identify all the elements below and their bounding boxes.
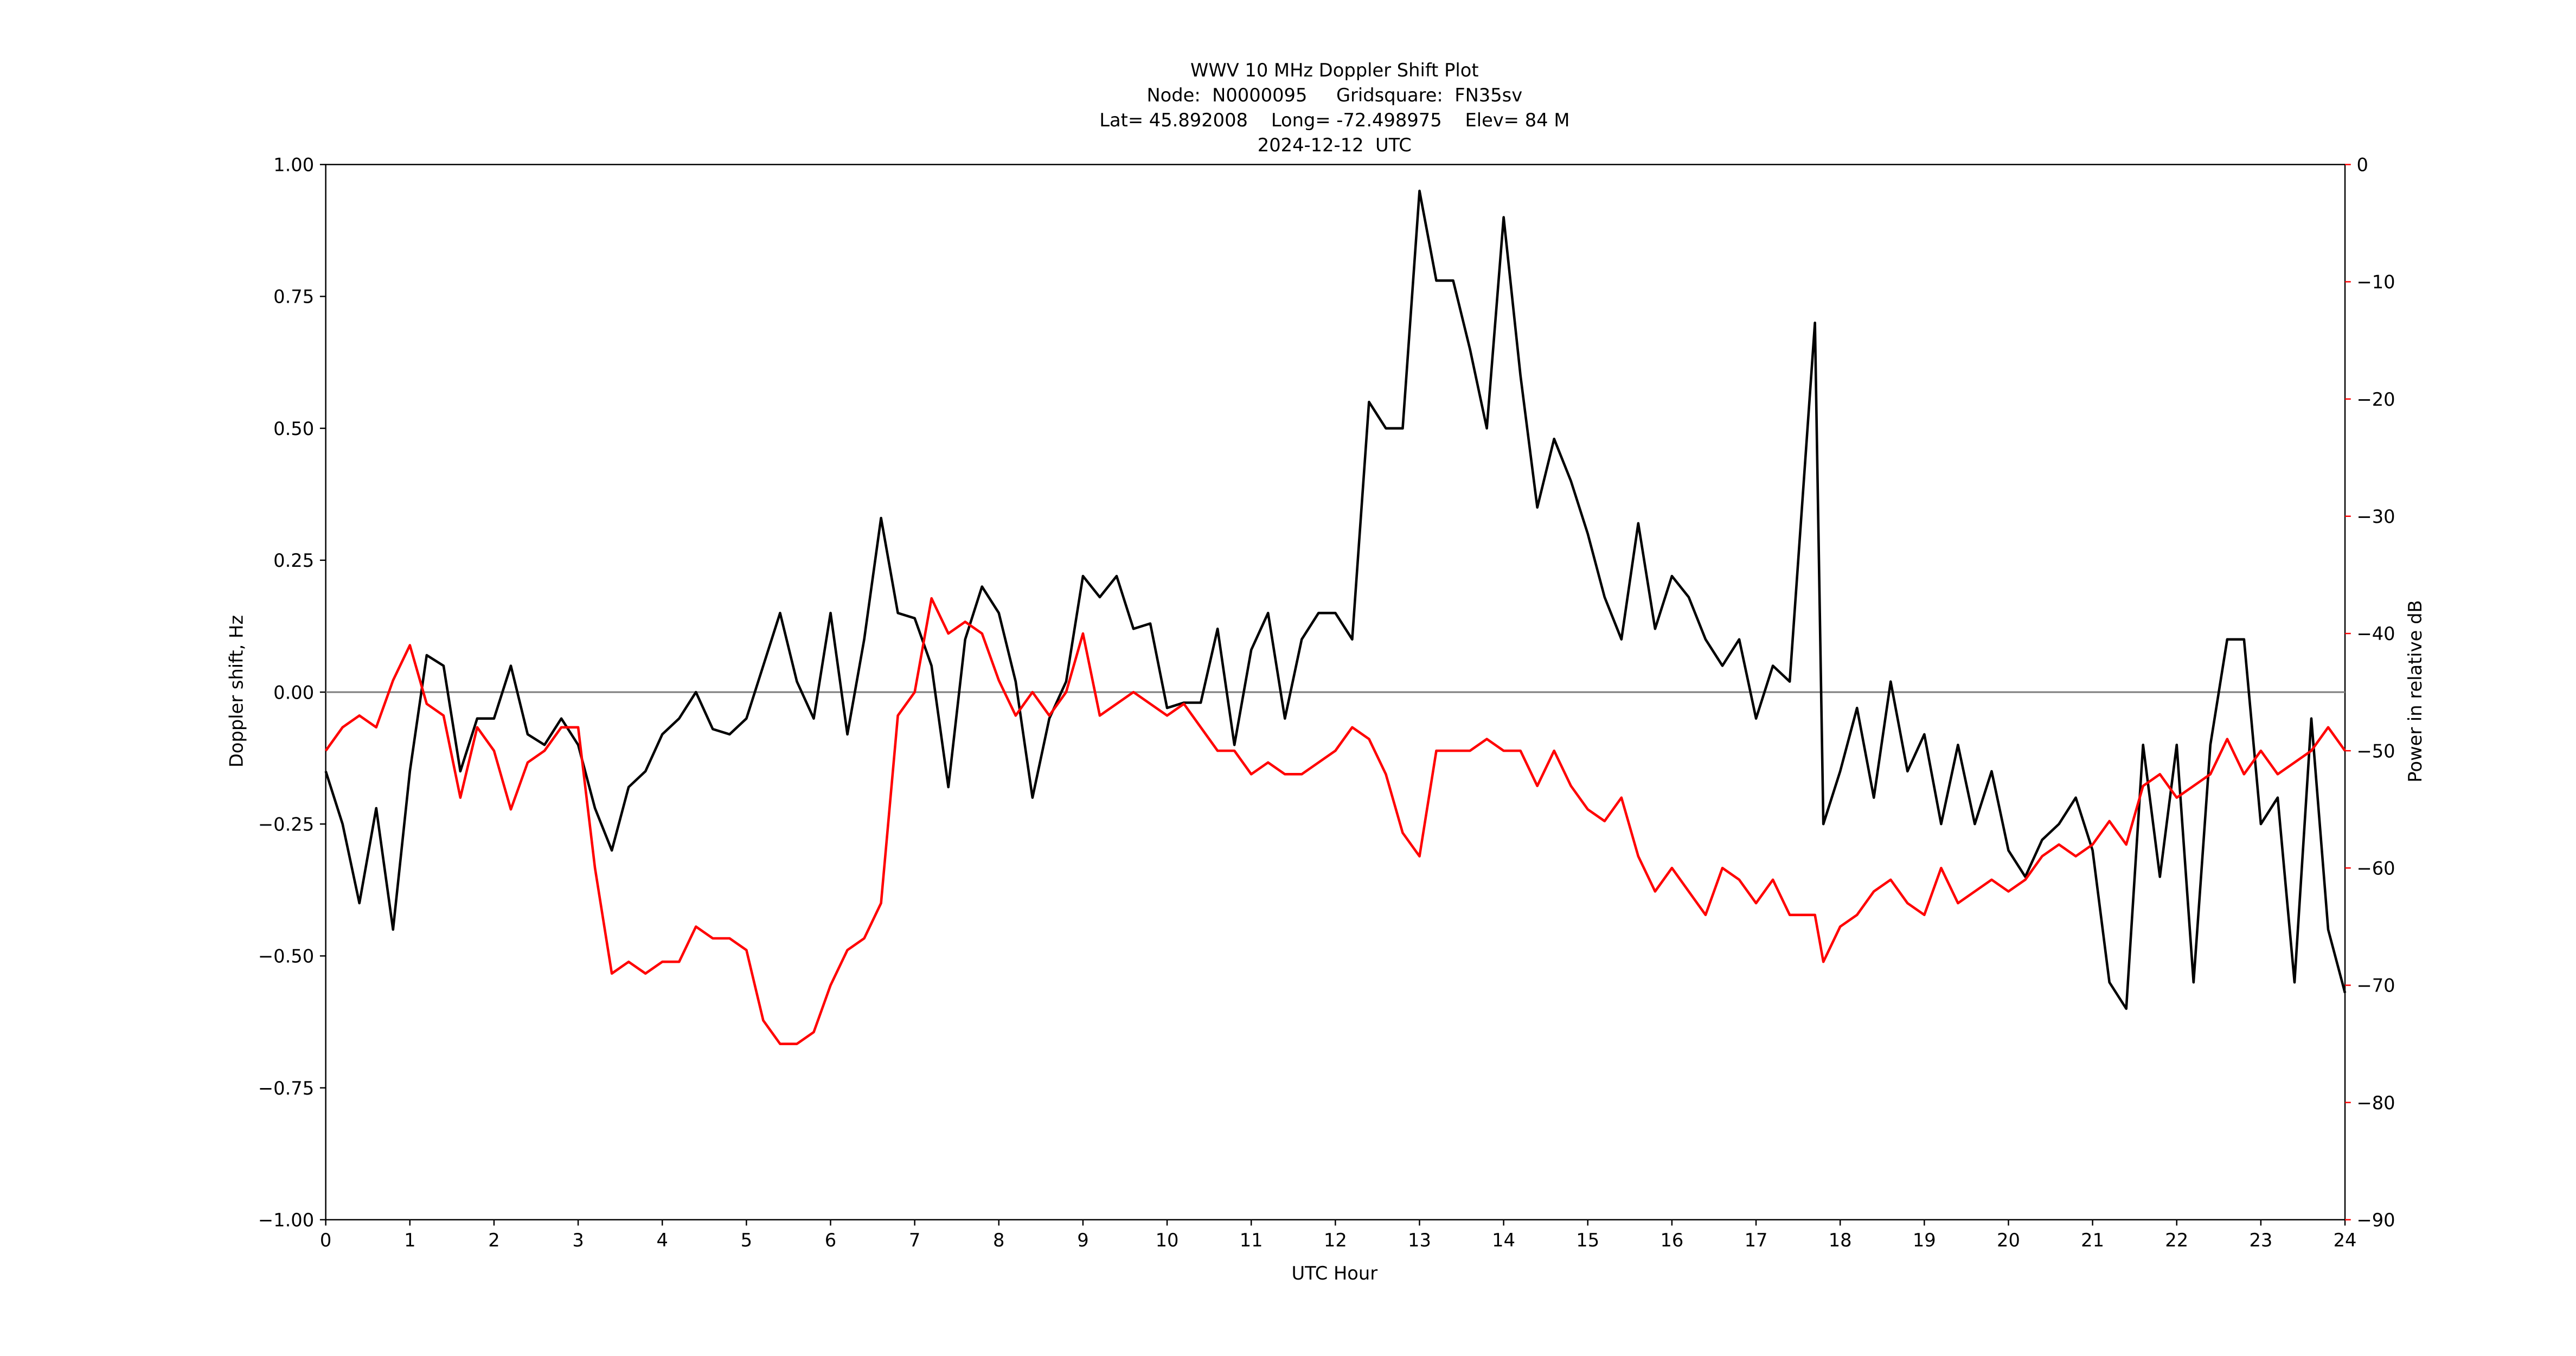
y-tick-label: −0.25 [258, 814, 314, 835]
x-tick-label: 15 [1576, 1230, 1599, 1251]
x-tick-label: 12 [1324, 1230, 1347, 1251]
y-tick-label: −0.75 [258, 1078, 314, 1099]
x-tick-label: 19 [1913, 1230, 1936, 1251]
data-line [324, 189, 2347, 1010]
y2-tick-label: −50 [2356, 740, 2395, 762]
chart-title: Node: N0000095 Gridsquare: FN35sv [1146, 85, 1522, 106]
x-tick-label: 22 [2165, 1230, 2188, 1251]
y2-tick-label: −20 [2356, 389, 2395, 410]
x-tick-label: 18 [1829, 1230, 1852, 1251]
y-tick-label: −1.00 [258, 1210, 314, 1231]
y2-tick-label: −70 [2356, 975, 2395, 996]
y-tick-label: 0.00 [273, 682, 314, 703]
chart-title: Lat= 45.892008 Long= -72.498975 Elev= 84… [1099, 110, 1569, 131]
x-tick-label: 7 [909, 1230, 920, 1251]
data-line [324, 597, 2346, 1045]
y-tick-label: 0.50 [273, 418, 314, 439]
y2-tick-label: −10 [2356, 272, 2395, 293]
chart-title: WWV 10 MHz Doppler Shift Plot [1190, 60, 1479, 81]
x-tick-label: 0 [320, 1230, 331, 1251]
x-tick-label: 6 [825, 1230, 836, 1251]
x-tick-label: 5 [741, 1230, 752, 1251]
x-tick-label: 16 [1660, 1230, 1683, 1251]
x-tick-label: 13 [1408, 1230, 1431, 1251]
y-axis-label: Doppler shift, Hz [226, 615, 247, 767]
x-tick-label: 11 [1240, 1230, 1263, 1251]
y2-tick-label: −40 [2356, 623, 2395, 644]
y2-tick-label: 0 [2356, 155, 2368, 176]
chart-title: 2024-12-12 UTC [1258, 135, 1412, 156]
x-tick-label: 24 [2334, 1230, 2357, 1251]
y2-axis-label: Power in relative dB [2405, 600, 2426, 782]
x-tick-label: 21 [2081, 1230, 2104, 1251]
x-axis-label: UTC Hour [1291, 1263, 1377, 1284]
x-tick-label: 2 [488, 1230, 499, 1251]
y-tick-label: 0.25 [273, 550, 314, 571]
y2-tick-label: −90 [2356, 1210, 2395, 1231]
y-tick-label: −0.50 [258, 946, 314, 967]
y2-tick-label: −30 [2356, 506, 2395, 527]
y2-tick-label: −80 [2356, 1092, 2395, 1114]
x-tick-label: 14 [1492, 1230, 1515, 1251]
x-tick-label: 20 [1997, 1230, 2020, 1251]
x-tick-label: 3 [572, 1230, 584, 1251]
y2-tick-label: −60 [2356, 858, 2395, 879]
x-tick-label: 8 [993, 1230, 1004, 1251]
y-tick-label: 0.75 [273, 286, 314, 308]
y-tick-label: 1.00 [273, 155, 314, 176]
x-tick-label: 4 [656, 1230, 668, 1251]
x-tick-label: 9 [1077, 1230, 1088, 1251]
x-tick-label: 10 [1156, 1230, 1179, 1251]
x-tick-label: 1 [404, 1230, 415, 1251]
x-tick-label: 17 [1745, 1230, 1768, 1251]
x-tick-label: 23 [2249, 1230, 2272, 1251]
